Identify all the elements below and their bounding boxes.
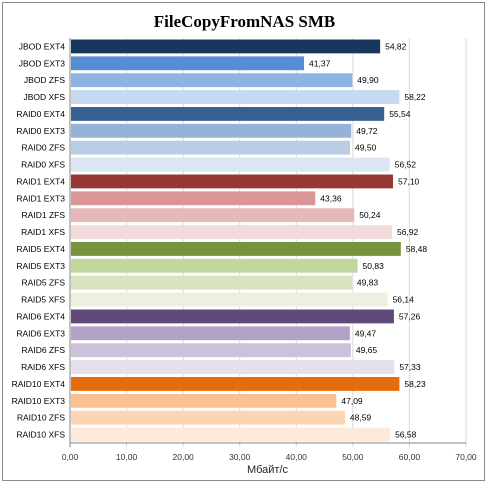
value-label: 48,59 [350,413,372,423]
bar [71,123,352,138]
value-label: 49,47 [355,328,377,338]
category-label: RAID1 XFS [21,227,65,237]
x-tick-labels: 0,00 10,00 20,00 30,00 40,00 50,00 60,00 70,00 [62,452,477,462]
bar [71,73,353,88]
category-label: RAID6 EXT3 [16,328,65,338]
x-tick-label: 0,00 [62,452,79,462]
category-label: JBOD EXT3 [19,58,66,68]
value-label: 50,83 [363,261,385,271]
value-label: 57,10 [398,176,420,186]
category-label: RAID1 EXT3 [16,193,65,203]
category-labels: JBOD EXT4 JBOD EXT3 JBOD ZFS JBOD XFS RAID0 … [12,41,66,439]
value-label: 41,37 [309,58,331,68]
category-label: JBOD ZFS [24,75,65,85]
bar [71,360,395,374]
category-label: RAID0 EXT4 [16,109,65,119]
category-label: RAID1 EXT4 [16,176,65,186]
value-label: 58,23 [404,379,426,389]
bar [71,377,400,391]
category-label: RAID10 EXT4 [12,379,66,389]
value-label: 49,72 [356,126,378,136]
category-label: RAID10 ZFS [17,413,66,423]
category-label: JBOD EXT4 [19,41,66,51]
bar [71,309,394,324]
category-label: JBOD XFS [23,92,65,102]
value-label: 58,48 [406,244,428,254]
category-label: RAID6 XFS [21,362,65,372]
bar [71,242,401,256]
bar [71,140,351,155]
bar [71,292,388,307]
value-label: 43,36 [320,193,342,203]
bar [71,410,345,425]
value-label: 56,58 [395,430,417,440]
x-tick-label: 40,00 [286,452,308,462]
category-label: RAID6 EXT4 [16,311,65,321]
category-label: RAID0 ZFS [22,143,66,153]
category-label: RAID5 EXT4 [16,244,65,254]
value-label: 49,90 [357,75,379,85]
value-label: 49,65 [356,345,378,355]
x-tick-label: 20,00 [173,452,195,462]
value-label: 49,83 [357,278,379,288]
value-label: 50,24 [359,210,381,220]
value-label: 49,50 [355,143,377,153]
bar [71,326,350,341]
bar [71,343,351,358]
value-label: 57,26 [399,311,421,321]
bar [71,208,355,223]
bar [71,258,358,273]
category-label: RAID10 EXT3 [12,396,66,406]
x-tick-label: 60,00 [399,452,421,462]
value-label: 56,14 [393,295,415,305]
bars [71,39,401,442]
value-label: 56,52 [395,160,417,170]
bar [71,157,390,172]
value-label: 58,22 [404,92,426,102]
x-tick-label: 30,00 [229,452,251,462]
bar [71,174,394,189]
chart-title: FileCopyFromNAS SMB [153,12,336,31]
bar [71,427,391,442]
bar [71,39,381,54]
category-label: RAID0 EXT3 [16,126,65,136]
value-label: 54,82 [385,41,407,51]
x-tick-label: 70,00 [455,452,477,462]
bar [71,393,337,408]
bar [71,225,393,239]
category-label: RAID5 XFS [21,295,65,305]
category-label: RAID5 ZFS [22,278,66,288]
x-tick-label: 10,00 [116,452,138,462]
value-labels: 54,82 41,37 49,90 58,22 55,54 49,72 49,50 56,52… [309,41,427,439]
bar [71,275,352,290]
category-label: RAID5 EXT3 [16,261,65,271]
x-axis-label: Мбайт/с [246,464,289,476]
category-label: RAID6 ZFS [22,345,66,355]
bar [71,107,385,121]
category-label: RAID10 XFS [16,430,65,440]
value-label: 57,33 [399,362,421,372]
value-label: 55,54 [389,109,411,119]
value-label: 56,92 [397,227,419,237]
category-label: RAID1 ZFS [22,210,66,220]
category-label: RAID0 XFS [21,160,65,170]
bar [71,191,316,206]
x-tick-label: 50,00 [342,452,364,462]
bar [71,56,305,71]
value-label: 47,09 [341,396,363,406]
bar [71,90,400,104]
